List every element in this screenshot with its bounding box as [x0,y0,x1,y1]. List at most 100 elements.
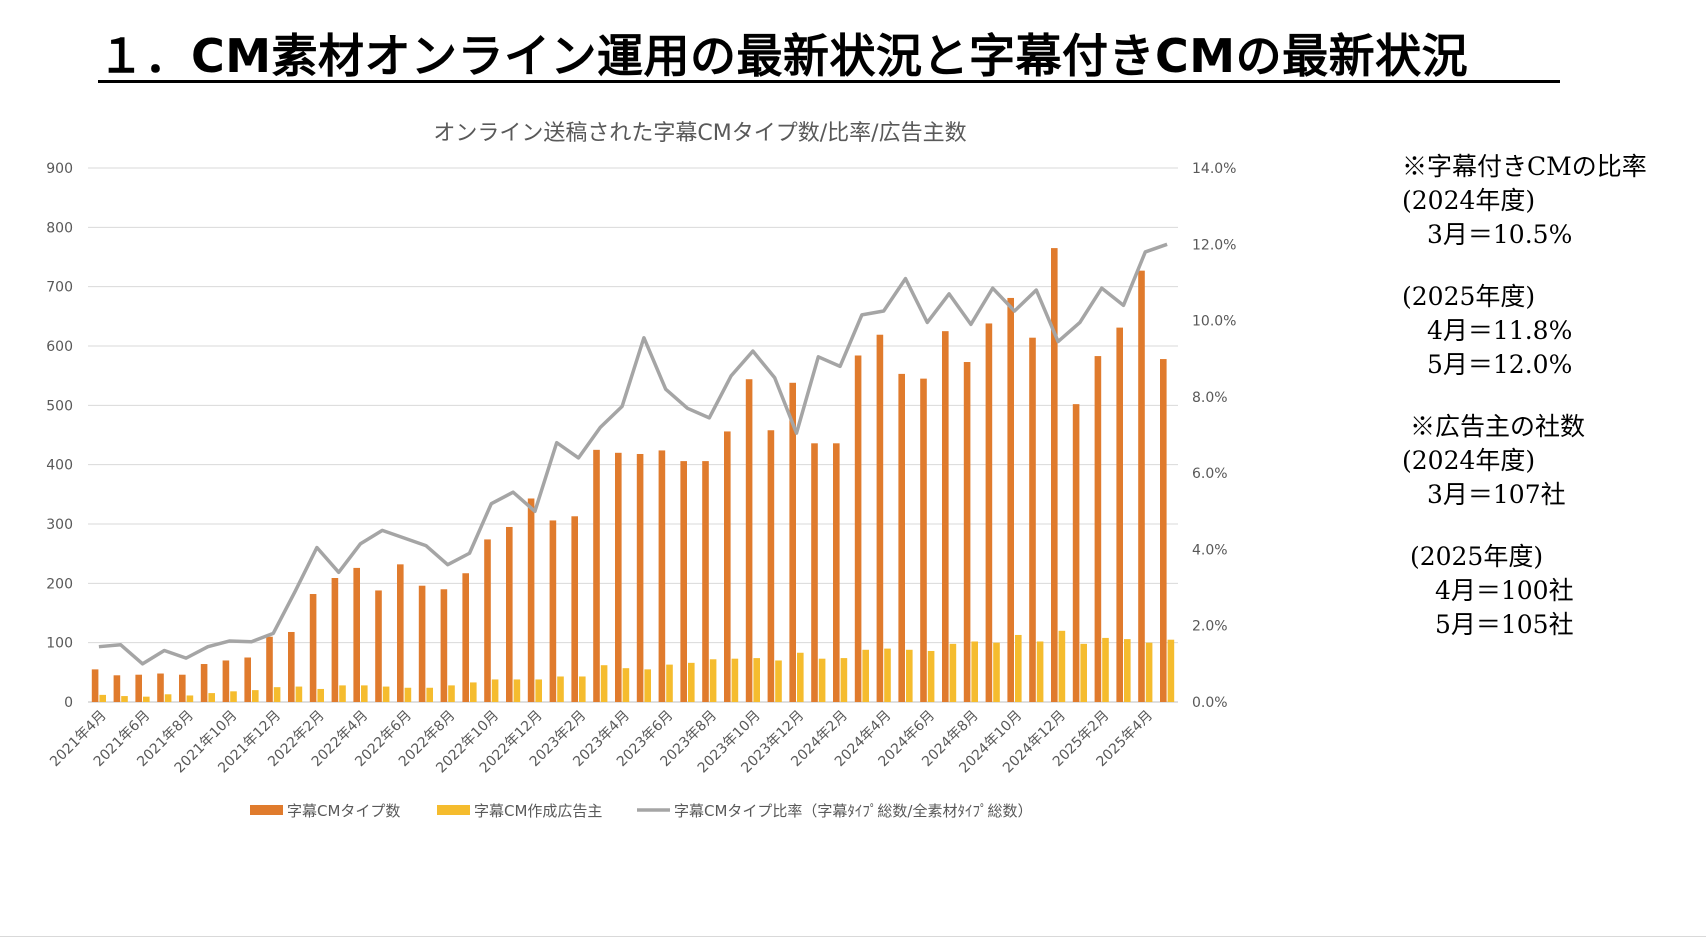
bar-subtitle-advertisers [644,669,651,702]
bar-subtitle-cm-types [898,373,905,702]
bar-subtitle-cm-types [418,585,426,702]
note-line: ※字幕付きCMの比率 [1402,152,1647,181]
bar-subtitle-cm-types [484,539,491,702]
bar-subtitle-cm-types [1160,359,1167,702]
bar-subtitle-cm-types [985,323,993,702]
bar-subtitle-cm-types [636,453,644,702]
bar-subtitle-cm-types [593,449,600,702]
bar-subtitle-advertisers [164,694,172,702]
y-tick-label: 0 [64,695,73,711]
bar-subtitle-advertisers [797,652,804,702]
bar-subtitle-advertisers [1145,642,1153,702]
bar-subtitle-cm-types [157,673,164,702]
bar-subtitle-cm-types [549,520,557,702]
y-tick-label: 900 [46,161,73,177]
bar-subtitle-advertisers [448,685,455,702]
bar-subtitle-advertisers [622,668,630,702]
bar-subtitle-cm-types [745,379,753,702]
y-tick-label: 400 [46,458,73,474]
legend-label: 字幕CMタイプ比率（字幕ﾀｲﾌﾟ総数/全素材ﾀｲﾌﾟ総数） [674,802,1032,820]
bar-subtitle-cm-types [963,362,971,702]
chart-line [98,242,1168,666]
bar-subtitle-cm-types [658,450,666,702]
bar-subtitle-cm-types [266,636,273,702]
bar-subtitle-advertisers [884,648,891,702]
bar-subtitle-advertisers [775,660,782,702]
bar-subtitle-cm-types [506,526,513,702]
bar-subtitle-advertisers [273,687,281,702]
bar-subtitle-cm-types [1072,404,1080,702]
bar-subtitle-cm-types [1007,297,1014,702]
bar-subtitle-advertisers [1102,637,1109,702]
y2-tick-label: 10.0% [1192,314,1236,330]
note-line: 3月＝107社 [1402,480,1566,509]
bar-subtitle-cm-types [353,567,360,702]
bar-subtitle-advertisers [404,687,412,702]
bar-subtitle-advertisers [1080,643,1087,702]
bar-subtitle-advertisers [927,650,935,702]
bar-subtitle-cm-types [462,573,469,702]
bar-subtitle-cm-types [440,589,448,702]
bar-subtitle-advertisers [906,649,913,702]
bar-subtitle-cm-types [854,355,862,702]
bottom-rule [0,936,1706,937]
bar-subtitle-advertisers [382,686,390,702]
bar-subtitle-cm-types [724,431,731,702]
bar-subtitle-advertisers [1167,639,1175,702]
bar-subtitle-advertisers [513,679,521,702]
bar-subtitle-cm-types [1051,248,1058,702]
bar-subtitle-advertisers [143,696,150,702]
bar-subtitle-cm-types [942,331,949,702]
bar-subtitle-cm-types [1138,270,1145,702]
bar-subtitle-advertisers [317,688,324,702]
legend-label: 字幕CMタイプ数 [287,802,400,820]
bar-subtitle-cm-types [288,631,295,702]
chart: 0 100 200 300 400 500 600 700 800 900 0.0% 2.0% 4.0%… [46,121,1236,820]
bar-subtitle-advertisers [252,690,259,702]
bar-subtitle-cm-types [833,443,840,702]
bar-subtitle-cm-types [331,577,339,702]
y2-tick-label: 8.0% [1192,390,1228,406]
bar-subtitle-cm-types [200,664,208,702]
bar-subtitle-advertisers [1015,634,1022,702]
y-tick-label: 500 [46,398,73,414]
note-line: 3月＝10.5% [1402,220,1573,249]
bar-subtitle-cm-types [1116,327,1123,702]
bar-subtitle-cm-types [309,594,317,702]
note-line: 5月＝105社 [1402,610,1574,639]
note-line: (2025年度) [1402,282,1536,311]
bar-subtitle-advertisers [99,694,106,702]
note-line: 5月＝12.0% [1402,350,1573,379]
y-tick-label: 800 [46,220,73,236]
y2-tick-label: 6.0% [1192,466,1228,482]
bar-subtitle-advertisers [339,685,346,702]
bar-subtitle-cm-types [571,516,578,702]
bar-subtitle-advertisers [426,687,433,702]
y2-tick-label: 2.0% [1192,619,1228,635]
bar-subtitle-advertisers [579,676,586,702]
note-line: (2024年度) [1402,186,1536,215]
bar-subtitle-advertisers [753,658,760,702]
y-tick-label: 300 [46,517,73,533]
legend-swatch-advertisers [437,805,470,815]
bar-subtitle-cm-types [135,674,142,702]
y-tick-label: 100 [46,636,73,652]
note-line: (2024年度) [1402,446,1536,475]
bar-subtitle-advertisers [1124,639,1131,702]
bar-subtitle-advertisers [491,679,499,702]
bar-subtitle-advertisers [295,686,303,702]
chart-title: オンライン送稿された字幕CMタイプ数/比率/広告主数 [433,121,966,146]
y-tick-label: 600 [46,339,73,355]
bar-subtitle-advertisers [600,665,608,702]
y2-tick-label: 14.0% [1192,161,1236,177]
note-line: 4月＝100社 [1402,576,1574,605]
bar-subtitle-cm-types [1094,356,1102,702]
chart-bars [91,248,1175,702]
bar-subtitle-advertisers [666,664,673,702]
line-subtitle-ratio [98,242,1168,666]
bar-subtitle-cm-types [375,590,382,702]
bar-subtitle-cm-types [244,657,251,702]
bar-subtitle-advertisers [557,676,564,702]
bar-subtitle-advertisers [230,691,237,702]
bar-subtitle-cm-types [767,430,775,702]
